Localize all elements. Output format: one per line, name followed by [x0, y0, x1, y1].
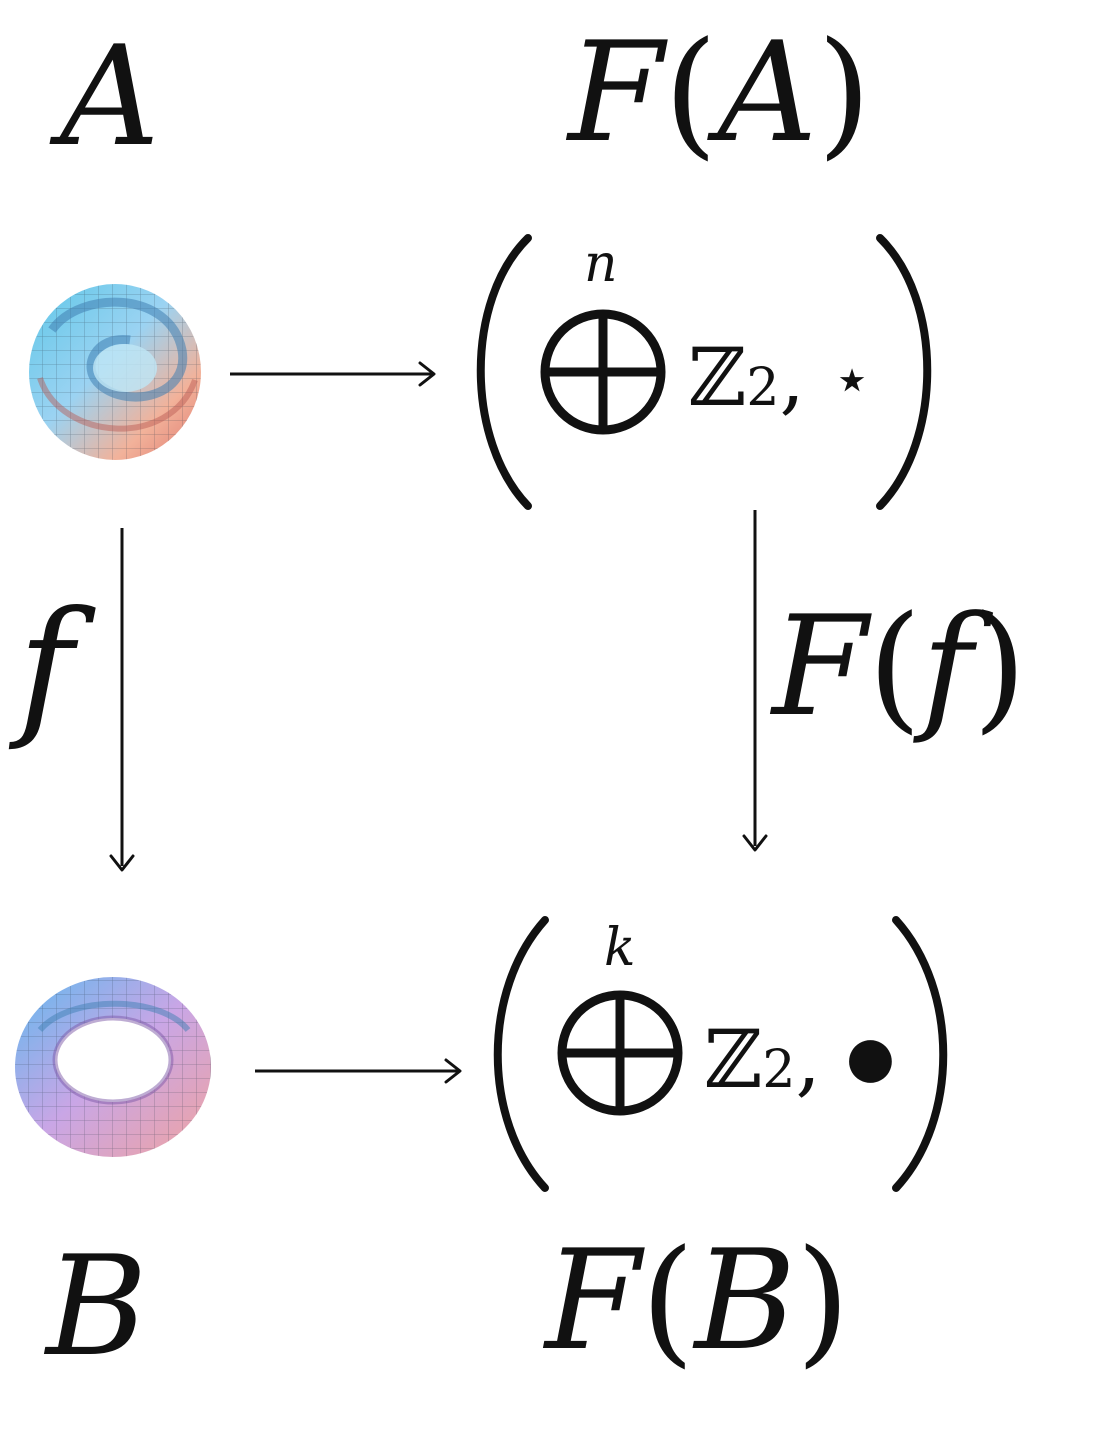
- top-right-paren: [876, 234, 932, 510]
- bottom-right-paren: [892, 916, 948, 1192]
- torus-icon: [15, 977, 211, 1157]
- top-operation-star: ⋆: [832, 343, 873, 417]
- label-F-of-A: F(A): [568, 24, 871, 162]
- open-paren: (: [663, 12, 718, 173]
- ring-subscript: 2: [746, 358, 780, 418]
- arrow-bottom-horizontal: [255, 1058, 462, 1084]
- bottom-superscript-k: k: [604, 918, 636, 978]
- arg-f: f: [921, 586, 973, 747]
- close-paren: ): [972, 586, 1027, 747]
- open-paren: (: [640, 1220, 695, 1381]
- ring-symbol: ℤ: [688, 331, 747, 424]
- arrow-right-vertical: [742, 510, 768, 852]
- label-F-of-B: F(B): [545, 1232, 850, 1370]
- label-A: A: [60, 16, 160, 177]
- separator: ,: [779, 331, 805, 424]
- bottom-ring-Z2: ℤ2,: [704, 1020, 821, 1100]
- func-F: F: [772, 586, 868, 747]
- label-F-of-f: F(f): [772, 598, 1027, 736]
- func-F: F: [568, 12, 664, 173]
- arrow-left-vertical: [109, 528, 135, 872]
- separator: ,: [795, 1013, 821, 1106]
- open-paren: (: [867, 586, 922, 747]
- arrow-top-horizontal: [230, 361, 436, 387]
- arg-A: A: [717, 12, 818, 173]
- klein-bottle-icon: [29, 284, 201, 460]
- close-paren: ): [817, 12, 872, 173]
- bottom-operation-dot: ●: [846, 1025, 895, 1090]
- top-ring-Z2: ℤ2,: [688, 338, 805, 418]
- label-f: f: [18, 580, 74, 754]
- bottom-direct-sum-symbol: [557, 990, 683, 1116]
- bottom-left-paren: [493, 916, 549, 1192]
- label-B: B: [46, 1226, 148, 1387]
- arg-B: B: [694, 1220, 797, 1381]
- func-F: F: [545, 1220, 641, 1381]
- top-left-paren: [476, 234, 532, 510]
- top-superscript-n: n: [584, 234, 618, 294]
- close-paren: ): [796, 1220, 850, 1381]
- ring-subscript: 2: [762, 1040, 796, 1100]
- top-direct-sum-symbol: [540, 309, 666, 435]
- ring-symbol: ℤ: [704, 1013, 763, 1106]
